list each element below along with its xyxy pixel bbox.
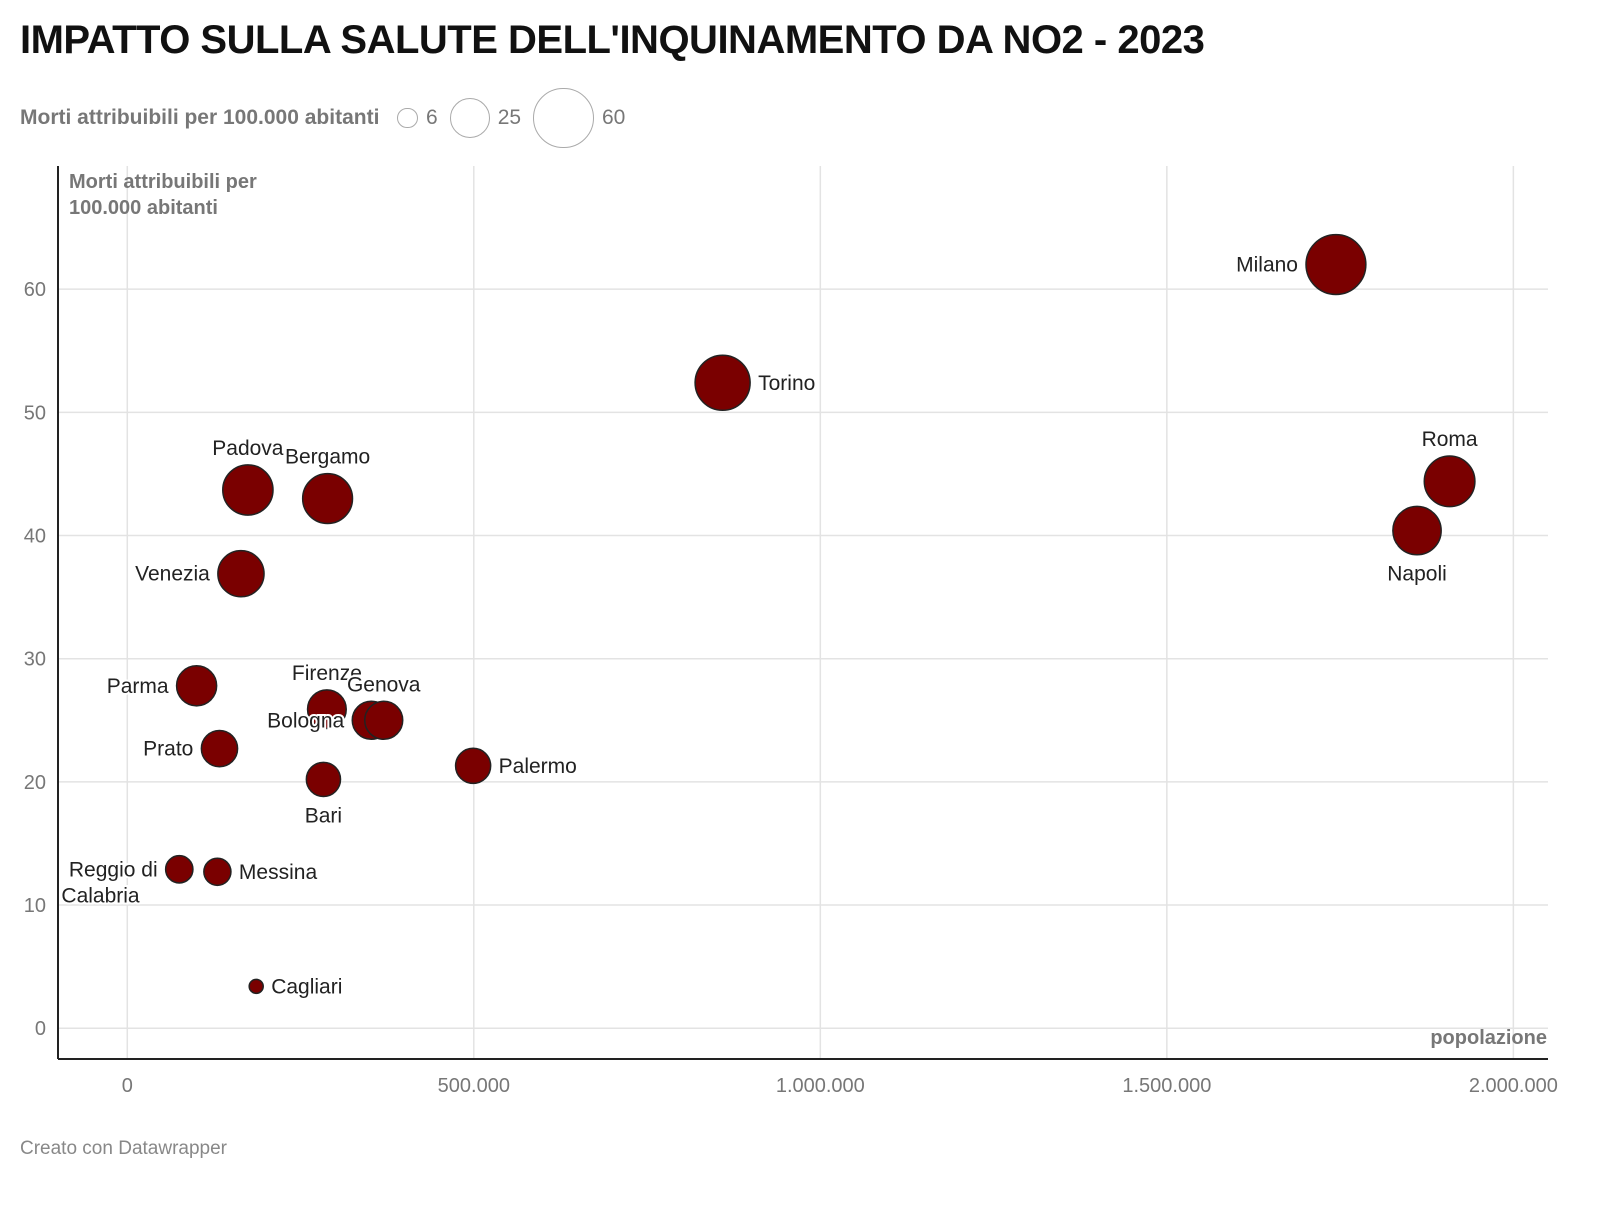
legend-label: 6 <box>426 106 438 129</box>
legend-circle <box>449 98 490 138</box>
data-point <box>1305 233 1367 296</box>
data-point <box>301 472 354 525</box>
x-tick-label: 0 <box>122 1075 133 1097</box>
data-label: Bologna <box>267 709 344 732</box>
y-tick-label: 40 <box>24 526 46 548</box>
y-tick-label: 10 <box>24 895 46 917</box>
legend-item: 60 <box>533 87 626 149</box>
data-point <box>694 354 751 412</box>
x-tick-label: 1.000.000 <box>776 1075 865 1097</box>
data-label: Calabria <box>61 884 140 907</box>
data-point <box>248 978 264 995</box>
data-label: Venezia <box>135 563 210 586</box>
data-label: Prato <box>143 738 193 761</box>
data-label: Messina <box>239 861 318 884</box>
credit-text: Creato con Datawrapper <box>20 1138 227 1159</box>
legend-item: 25 <box>449 98 522 138</box>
legend-title: Morti attribuibili per 100.000 abitanti <box>20 106 380 129</box>
data-label: Bari <box>305 804 342 827</box>
data-point <box>175 665 218 707</box>
data-point <box>164 854 194 884</box>
data-label: Cagliari <box>271 975 342 998</box>
data-point <box>454 747 492 785</box>
data-point <box>363 700 404 741</box>
data-point <box>306 689 347 730</box>
y-tick-label: 0 <box>35 1018 46 1040</box>
data-label: Padova <box>212 437 284 460</box>
legend-label: 25 <box>497 106 522 129</box>
y-tick-label: 20 <box>24 772 46 794</box>
chart-title: IMPATTO SULLA SALUTE DELL'INQUINAMENTO D… <box>20 18 1205 62</box>
x-axis-title: popolazione <box>1430 1027 1547 1049</box>
data-point <box>200 729 239 768</box>
data-point <box>1423 455 1476 508</box>
data-point <box>1392 505 1442 556</box>
data-label: Parma <box>107 675 169 698</box>
data-point <box>217 549 265 598</box>
y-tick-label: 60 <box>24 279 46 301</box>
legend-circle <box>533 87 594 149</box>
data-label: Napoli <box>1387 563 1447 586</box>
x-tick-label: 500.000 <box>438 1075 510 1097</box>
legend-circle <box>397 107 419 129</box>
data-label: Roma <box>1422 428 1478 451</box>
x-tick-label: 2.000.000 <box>1469 1075 1558 1097</box>
data-label: Palermo <box>499 755 577 778</box>
data-label: Bergamo <box>285 446 370 469</box>
data-point <box>305 761 342 798</box>
data-point <box>203 857 232 887</box>
y-axis-title: Morti attribuibili per <box>69 171 257 193</box>
legend-label: 60 <box>601 106 626 129</box>
data-label: Reggio di <box>69 858 158 881</box>
x-tick-label: 1.500.000 <box>1122 1075 1211 1097</box>
data-label: Firenze <box>292 662 362 685</box>
y-axis-title: 100.000 abitanti <box>69 197 218 219</box>
data-label: Genova <box>347 673 421 696</box>
data-label: Milano <box>1236 254 1298 277</box>
y-tick-label: 30 <box>24 649 46 671</box>
data-point <box>222 464 274 516</box>
data-label: Torino <box>758 372 815 395</box>
size-legend: Morti attribuibili per 100.000 abitanti … <box>20 87 637 149</box>
legend-item: 6 <box>397 106 438 130</box>
y-tick-label: 50 <box>24 402 46 424</box>
